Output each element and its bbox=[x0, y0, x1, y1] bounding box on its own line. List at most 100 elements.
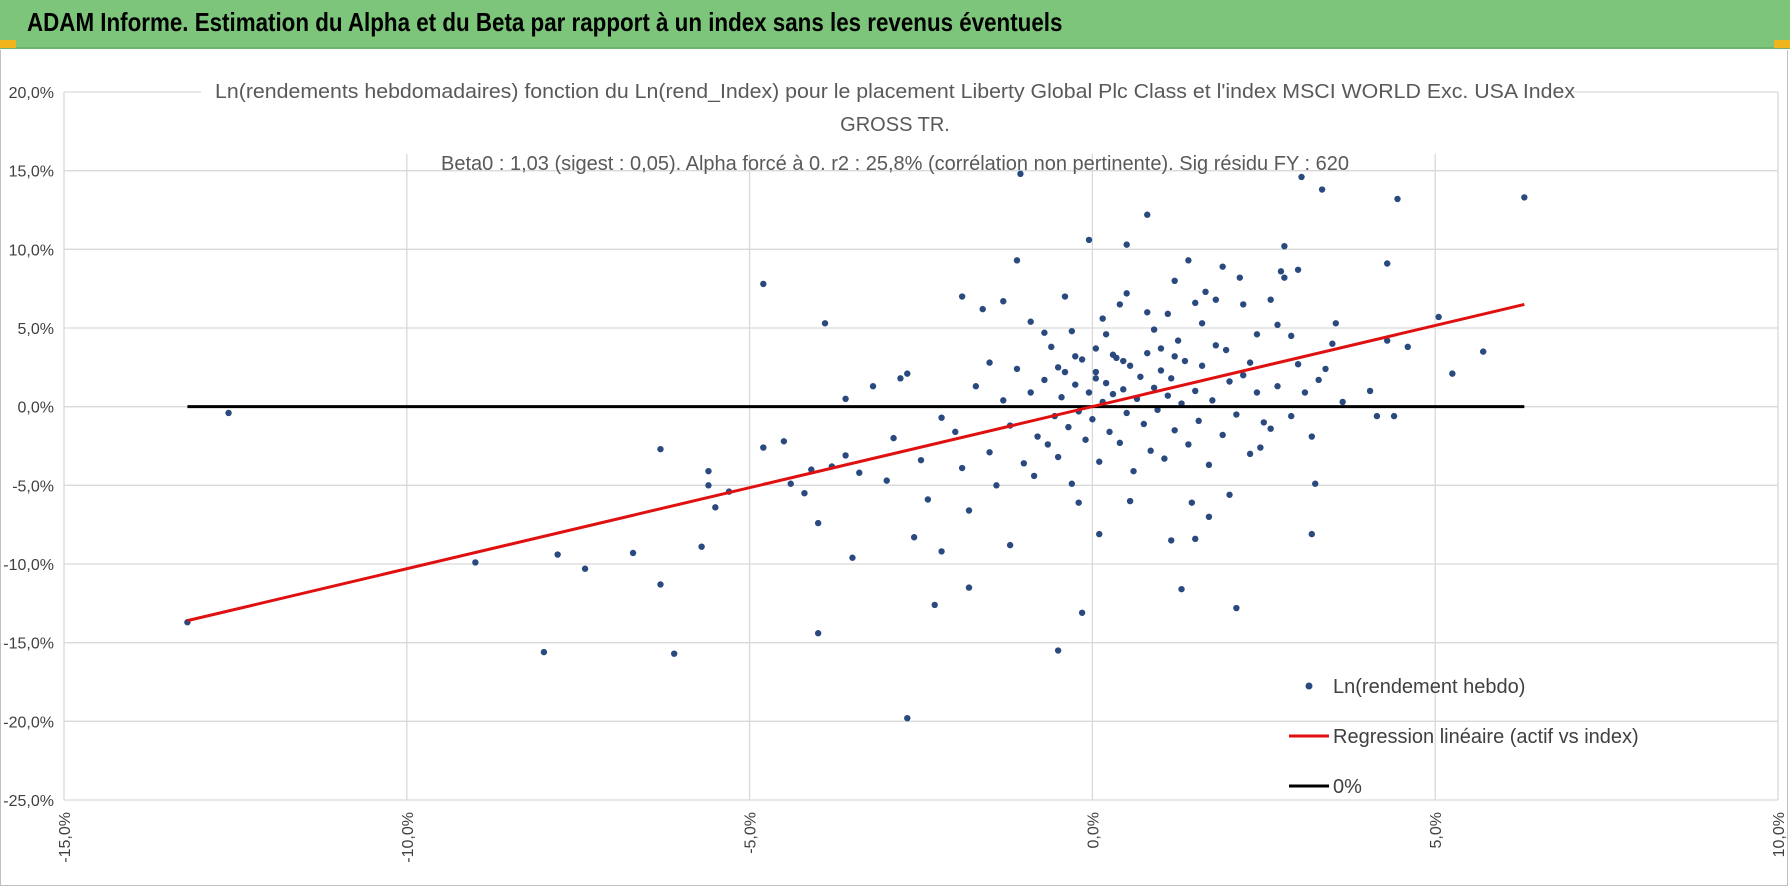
data-point bbox=[1123, 290, 1130, 297]
data-point bbox=[705, 467, 712, 475]
corner-accent-right bbox=[1774, 40, 1790, 48]
data-point bbox=[1020, 460, 1028, 467]
data-point bbox=[1267, 296, 1274, 303]
data-point bbox=[1061, 293, 1069, 300]
y-tick-label: -5,0% bbox=[12, 478, 54, 495]
data-point bbox=[1068, 480, 1076, 487]
data-point bbox=[760, 280, 767, 288]
data-point bbox=[904, 370, 911, 377]
data-point bbox=[1168, 375, 1175, 382]
data-point bbox=[1260, 419, 1268, 426]
data-points bbox=[184, 170, 1528, 722]
data-point bbox=[1288, 332, 1295, 340]
data-point bbox=[1312, 480, 1319, 487]
scatter-chart: 20,0%15,0%10,0%5,0%0,0%-5,0%-10,0%-15,0%… bbox=[3, 70, 1788, 863]
y-tick-label: 0,0% bbox=[18, 400, 54, 417]
data-point bbox=[938, 414, 945, 421]
data-point bbox=[1219, 431, 1226, 439]
data-point bbox=[1181, 357, 1189, 365]
data-point bbox=[760, 444, 767, 451]
data-point bbox=[705, 482, 712, 489]
chart-legend: Ln(rendement hebdo) Regression linéaire (… bbox=[1289, 676, 1639, 798]
y-tick-label: -10,0% bbox=[3, 557, 54, 574]
data-point bbox=[1257, 444, 1264, 451]
data-point bbox=[1000, 397, 1007, 404]
data-point bbox=[780, 438, 788, 445]
data-point bbox=[1281, 274, 1288, 281]
data-point bbox=[1185, 257, 1192, 264]
data-point bbox=[1123, 241, 1130, 248]
data-point bbox=[979, 305, 986, 313]
data-point bbox=[1226, 491, 1233, 498]
data-point bbox=[1390, 412, 1398, 420]
data-point bbox=[1205, 461, 1213, 469]
data-point bbox=[1030, 472, 1038, 480]
data-point bbox=[1072, 353, 1079, 360]
legend-marker-points bbox=[1305, 682, 1313, 690]
data-point bbox=[1171, 353, 1178, 360]
data-point bbox=[1102, 379, 1110, 387]
data-point bbox=[1096, 530, 1103, 538]
data-point bbox=[1298, 173, 1305, 181]
data-point bbox=[890, 434, 897, 442]
data-point bbox=[1192, 535, 1199, 543]
data-point bbox=[1236, 274, 1244, 281]
data-point bbox=[1209, 397, 1216, 404]
data-point bbox=[1294, 266, 1302, 273]
report-header: ADAM Informe. Estimation du Alpha et du … bbox=[0, 0, 1790, 49]
data-point bbox=[1041, 329, 1048, 336]
data-point bbox=[1013, 365, 1021, 373]
data-point bbox=[1054, 364, 1062, 371]
data-point bbox=[1188, 499, 1196, 506]
data-point bbox=[1274, 321, 1281, 329]
data-point bbox=[1048, 343, 1055, 351]
data-point bbox=[1034, 433, 1041, 440]
data-point bbox=[1085, 389, 1093, 396]
data-point bbox=[986, 449, 993, 456]
data-point bbox=[1233, 604, 1240, 612]
data-point bbox=[1294, 360, 1302, 368]
data-point bbox=[1116, 301, 1124, 308]
chart-title-line: GROSS TR. bbox=[840, 114, 950, 136]
data-point bbox=[1277, 268, 1285, 275]
data-point bbox=[1212, 296, 1220, 303]
data-point bbox=[1092, 345, 1100, 352]
data-point bbox=[1137, 373, 1144, 380]
data-point bbox=[1058, 394, 1065, 401]
data-point bbox=[938, 548, 945, 555]
data-point bbox=[1082, 436, 1089, 443]
data-point bbox=[698, 543, 705, 550]
y-tick-label: -15,0% bbox=[3, 636, 54, 653]
data-point bbox=[1089, 416, 1096, 423]
data-point bbox=[1120, 386, 1127, 393]
data-point bbox=[1253, 331, 1261, 338]
data-point bbox=[1054, 647, 1062, 654]
data-point bbox=[1246, 359, 1254, 366]
data-point bbox=[1164, 392, 1172, 399]
data-point bbox=[1479, 348, 1487, 355]
data-point bbox=[225, 409, 232, 417]
data-point bbox=[1226, 378, 1233, 385]
data-point bbox=[1178, 585, 1185, 593]
data-point bbox=[1099, 315, 1106, 322]
data-point bbox=[1435, 313, 1442, 321]
data-point bbox=[1404, 343, 1411, 351]
data-point bbox=[931, 601, 938, 609]
report-title: ADAM Informe. Estimation du Alpha et du … bbox=[27, 7, 1063, 37]
data-point bbox=[1061, 368, 1069, 376]
data-point bbox=[1027, 389, 1034, 396]
data-point bbox=[1339, 398, 1346, 406]
data-point bbox=[1126, 362, 1134, 369]
data-point bbox=[1185, 441, 1192, 448]
data-point bbox=[1113, 354, 1120, 362]
data-point bbox=[1394, 195, 1401, 203]
data-point bbox=[1192, 387, 1199, 395]
x-tick-label: 5,0% bbox=[1428, 812, 1445, 848]
data-point bbox=[1373, 412, 1381, 420]
data-point bbox=[1116, 439, 1124, 447]
data-point bbox=[1198, 362, 1206, 369]
data-point bbox=[1301, 389, 1309, 396]
data-point bbox=[657, 445, 664, 453]
data-point bbox=[1171, 427, 1178, 434]
data-point bbox=[1384, 337, 1391, 344]
